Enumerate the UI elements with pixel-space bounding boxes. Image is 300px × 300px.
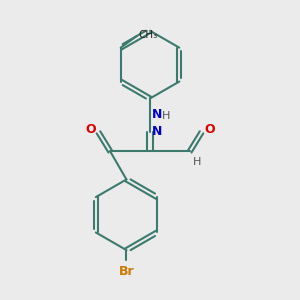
Text: O: O (205, 123, 215, 136)
Text: O: O (85, 123, 96, 136)
Text: CH₃: CH₃ (138, 30, 158, 40)
Text: H: H (162, 111, 171, 122)
Text: N: N (152, 125, 163, 138)
Text: N: N (152, 108, 163, 121)
Text: Br: Br (118, 265, 134, 278)
Text: H: H (193, 157, 202, 167)
